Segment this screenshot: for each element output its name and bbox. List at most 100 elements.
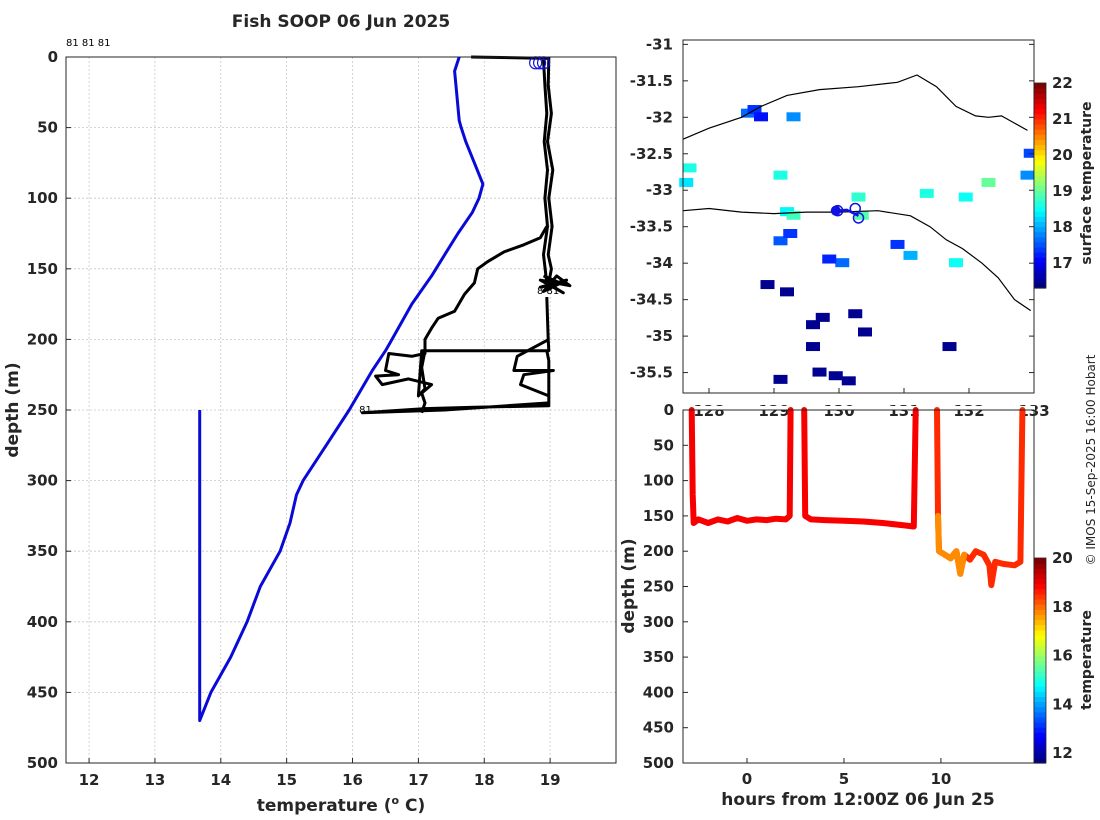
map-y-tick-label: -32.5 <box>630 145 673 163</box>
ts-colorbar-step <box>1034 593 1046 600</box>
ts-colorbar-step <box>1034 665 1046 672</box>
ts-colorbar-step <box>1034 706 1046 713</box>
map-colorbar-step <box>1034 144 1046 151</box>
ts-colorbar: 12 14 16 18 20 <box>1033 549 1073 764</box>
ts-colorbar-step <box>1034 619 1046 626</box>
profile-line-descent_branch <box>374 225 549 414</box>
map-colorbar-step <box>1034 118 1046 125</box>
ts-colorbar-step <box>1034 686 1046 692</box>
map-colorbar-step <box>1034 139 1046 146</box>
map-colorbar-step <box>1034 113 1046 120</box>
map-colorbar-tick-label: 21 <box>1052 110 1073 128</box>
ts-y-tick-label: 50 <box>653 436 674 454</box>
map-colorbar-step <box>1034 154 1046 161</box>
profile-x-ticks: 12 13 14 15 16 17 18 19 <box>79 758 561 789</box>
profile-x-tick-label: 16 <box>342 771 363 789</box>
map-colorbar-step <box>1034 175 1046 181</box>
map-colorbar-step <box>1034 195 1046 202</box>
profile-annotations: 8 81 81 <box>359 286 559 416</box>
map-temperature-cell <box>786 210 801 220</box>
ts-colorbar-step <box>1034 634 1046 641</box>
ts-colorbar-step <box>1034 655 1046 662</box>
ts-x-tick-label: 5 <box>839 770 849 788</box>
map-colorbar-step <box>1034 108 1046 115</box>
profile-x-tick-label: 19 <box>540 771 561 789</box>
ts-colorbar-step <box>1034 588 1046 595</box>
map-colorbar-step <box>1034 165 1046 171</box>
ts-colorbar-step <box>1034 645 1046 651</box>
map-temperature-cell <box>848 309 863 319</box>
profile-y-tick-label: 0 <box>48 48 58 66</box>
x-label-degree: o <box>392 794 400 807</box>
profile-y-tick-label: 300 <box>27 472 58 490</box>
profile-y-tick-label: 250 <box>27 401 58 419</box>
ts-y-tick-label: 200 <box>643 542 674 560</box>
map-temperature-cell <box>919 188 934 198</box>
ts-colorbar-step <box>1034 747 1046 754</box>
ts-colorbar-frame <box>1033 557 1047 764</box>
ts-depth-track-warm-span <box>935 512 968 577</box>
ts-y-tick-label: 100 <box>643 472 674 490</box>
map-track-circle <box>849 202 861 215</box>
ts-colorbar-tick-label: 12 <box>1052 744 1073 762</box>
map-coastline-north <box>682 74 1028 140</box>
profile-y-tick-label: 50 <box>37 119 58 137</box>
map-colorbar-tick-label: 17 <box>1052 254 1073 272</box>
ts-y-tick-label: 150 <box>643 507 674 525</box>
ts-y-tick-label: 400 <box>643 683 674 701</box>
map-temperature-cell <box>815 312 830 322</box>
map-colorbar-step <box>1034 93 1046 99</box>
map-y-tick-label: -31.5 <box>630 72 673 90</box>
ts-y-tick-label: 0 <box>664 401 674 419</box>
ts-y-tick-label: 300 <box>643 613 674 631</box>
ts-colorbar-step <box>1034 737 1046 744</box>
map-x-tick-label: 132 <box>953 402 984 420</box>
map-temperature-cell <box>679 177 694 187</box>
map-colorbar-step <box>1034 200 1046 207</box>
map-track-circle <box>831 204 844 217</box>
ts-colorbar-step <box>1034 681 1046 687</box>
map-colorbar-step <box>1034 88 1046 94</box>
map-temperature-cell <box>822 254 837 264</box>
x-label-unit: C) <box>399 796 425 816</box>
map-y-tick-label: -35 <box>646 327 673 345</box>
profile-x-tick-label: 14 <box>210 771 231 789</box>
map-colorbar-step <box>1034 221 1046 228</box>
map-colorbar-label: surface temperature <box>1079 101 1095 264</box>
map-colorbar-step <box>1034 267 1046 274</box>
map-y-tick-label: -33 <box>646 181 673 199</box>
map-colorbar-tick-label: 19 <box>1052 182 1073 200</box>
ts-colorbar-step <box>1034 614 1046 621</box>
ts-colorbar-step <box>1034 578 1046 585</box>
profile-annotation: 81 <box>359 405 372 416</box>
map-colorbar: 17 18 19 20 21 22 <box>1033 74 1073 289</box>
map-panel: vessel track -31 -31.5 -32 -32.5 -33 -33.5 -34… <box>630 35 1095 420</box>
map-x-tick-label: 128 <box>693 402 724 420</box>
map-temperature-cell <box>835 258 850 268</box>
map-temperature-cell <box>780 287 794 297</box>
profile-y-tick-label: 500 <box>27 754 58 772</box>
map-colorbar-step <box>1034 252 1046 258</box>
map-colorbar-step <box>1034 98 1046 105</box>
depth-time-panel: 0 50 100 150 200 250 300 350 400 450 500 0 5 10 12 14… <box>619 401 1095 810</box>
profile-y-axis-label: depth (m) <box>3 362 23 457</box>
map-temperature-cell <box>760 280 775 290</box>
map-temperature-cell <box>858 327 872 337</box>
credit-text: © IMOS 15-Sep-2025 16:00 Hobart <box>1084 354 1098 565</box>
ts-colorbar-step <box>1034 660 1046 667</box>
profile-y-tick-label: 150 <box>27 260 58 278</box>
map-x-tick-label: 130 <box>823 402 854 420</box>
ts-colorbar-step <box>1034 599 1046 605</box>
map-temperature-cells <box>679 105 1038 386</box>
ts-y-tick-label: 450 <box>643 719 674 737</box>
map-colorbar-step <box>1034 180 1046 187</box>
map-temperature-cell <box>828 371 843 381</box>
top-annotation: 81 81 81 <box>66 38 111 49</box>
map-temperature-cell <box>851 192 866 202</box>
ts-colorbar-step <box>1034 563 1046 569</box>
map-colorbar-step <box>1034 236 1046 243</box>
map-temperature-cell <box>806 342 820 352</box>
map-y-tick-label: -34 <box>646 254 673 272</box>
profile-y-tick-label: 350 <box>27 542 58 560</box>
ts-colorbar-step <box>1034 752 1046 759</box>
